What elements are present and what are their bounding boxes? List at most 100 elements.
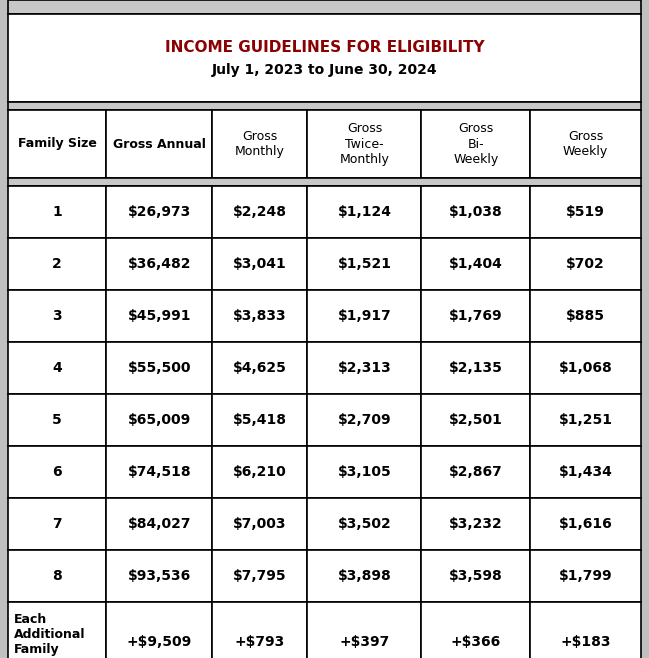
Bar <box>530 446 641 498</box>
Text: $74,518: $74,518 <box>127 465 191 479</box>
Bar <box>212 394 308 446</box>
Bar <box>8 446 106 498</box>
Text: $36,482: $36,482 <box>128 257 191 271</box>
Text: 7: 7 <box>53 517 62 531</box>
Text: Each
Additional
Family
Member: Each Additional Family Member <box>14 613 86 658</box>
Bar <box>106 550 212 602</box>
Bar <box>106 238 212 290</box>
Bar <box>421 342 530 394</box>
Bar <box>308 238 421 290</box>
Text: 1: 1 <box>52 205 62 219</box>
Bar <box>8 238 106 290</box>
Bar <box>212 550 308 602</box>
Text: $7,795: $7,795 <box>233 569 287 583</box>
Bar <box>421 602 530 658</box>
Bar <box>530 394 641 446</box>
Text: 4: 4 <box>52 361 62 375</box>
Text: $5,418: $5,418 <box>233 413 287 427</box>
Text: $65,009: $65,009 <box>128 413 191 427</box>
Bar <box>421 110 530 178</box>
Bar <box>8 14 641 102</box>
Text: $93,536: $93,536 <box>128 569 191 583</box>
Bar <box>106 186 212 238</box>
Bar <box>308 446 421 498</box>
Text: 3: 3 <box>53 309 62 323</box>
Bar <box>106 394 212 446</box>
Text: $1,799: $1,799 <box>559 569 613 583</box>
Text: $1,769: $1,769 <box>449 309 502 323</box>
Text: +$366: +$366 <box>450 635 501 649</box>
Bar <box>8 102 641 110</box>
Text: $45,991: $45,991 <box>128 309 191 323</box>
Bar <box>8 550 106 602</box>
Text: $702: $702 <box>566 257 605 271</box>
Bar <box>530 498 641 550</box>
Bar <box>8 186 106 238</box>
Bar <box>106 290 212 342</box>
Bar <box>212 290 308 342</box>
Text: $1,251: $1,251 <box>559 413 613 427</box>
Text: $3,105: $3,105 <box>337 465 391 479</box>
Text: INCOME GUIDELINES FOR ELIGIBILITY: INCOME GUIDELINES FOR ELIGIBILITY <box>165 41 484 55</box>
Text: Gross
Bi-
Weekly: Gross Bi- Weekly <box>453 122 498 166</box>
Text: July 1, 2023 to June 30, 2024: July 1, 2023 to June 30, 2024 <box>212 63 437 77</box>
Bar <box>308 550 421 602</box>
Text: $885: $885 <box>566 309 605 323</box>
Bar <box>8 498 106 550</box>
Bar <box>212 446 308 498</box>
Bar <box>530 110 641 178</box>
Text: $6,210: $6,210 <box>233 465 287 479</box>
Text: +$397: +$397 <box>339 635 389 649</box>
Bar <box>8 178 641 186</box>
Text: $2,501: $2,501 <box>449 413 503 427</box>
Text: $2,313: $2,313 <box>337 361 391 375</box>
Text: Gross
Weekly: Gross Weekly <box>563 130 608 158</box>
Bar <box>8 0 641 14</box>
Bar <box>8 602 106 658</box>
Bar <box>421 290 530 342</box>
Text: $3,898: $3,898 <box>337 569 391 583</box>
Text: $2,867: $2,867 <box>449 465 503 479</box>
Bar <box>8 394 106 446</box>
Bar <box>421 186 530 238</box>
Text: $1,917: $1,917 <box>337 309 391 323</box>
Bar <box>106 446 212 498</box>
Text: $1,124: $1,124 <box>337 205 391 219</box>
Bar <box>530 550 641 602</box>
Bar <box>212 186 308 238</box>
Text: $2,248: $2,248 <box>233 205 287 219</box>
Text: $1,068: $1,068 <box>559 361 613 375</box>
Text: $26,973: $26,973 <box>128 205 191 219</box>
Bar <box>212 238 308 290</box>
Bar <box>106 110 212 178</box>
Bar <box>308 110 421 178</box>
Bar <box>308 290 421 342</box>
Bar <box>421 446 530 498</box>
Text: +$9,509: +$9,509 <box>127 635 192 649</box>
Text: Gross
Monthly: Gross Monthly <box>235 130 285 158</box>
Text: $1,434: $1,434 <box>559 465 613 479</box>
Bar <box>308 342 421 394</box>
Text: $7,003: $7,003 <box>233 517 287 531</box>
Text: $3,502: $3,502 <box>337 517 391 531</box>
Bar <box>308 394 421 446</box>
Text: $3,232: $3,232 <box>449 517 503 531</box>
Text: $1,521: $1,521 <box>337 257 391 271</box>
Bar <box>530 602 641 658</box>
Text: $55,500: $55,500 <box>128 361 191 375</box>
Text: $2,135: $2,135 <box>449 361 503 375</box>
Bar <box>212 342 308 394</box>
Text: +$183: +$183 <box>560 635 611 649</box>
Bar <box>530 290 641 342</box>
Text: $4,625: $4,625 <box>233 361 287 375</box>
Text: 6: 6 <box>53 465 62 479</box>
Text: 8: 8 <box>52 569 62 583</box>
Bar <box>421 550 530 602</box>
Bar <box>106 342 212 394</box>
Text: 2: 2 <box>52 257 62 271</box>
Bar <box>212 110 308 178</box>
Text: $1,616: $1,616 <box>559 517 613 531</box>
Bar <box>308 186 421 238</box>
Bar <box>530 342 641 394</box>
Bar <box>8 342 106 394</box>
